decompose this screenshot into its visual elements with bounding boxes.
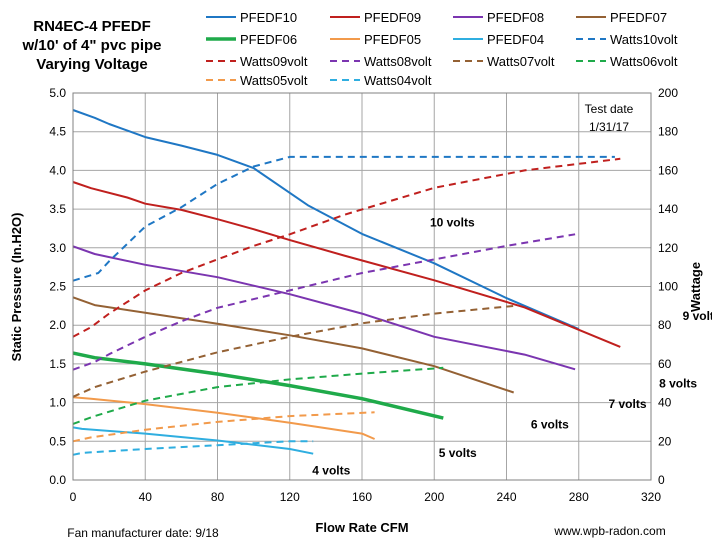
legend-label-watts07volt: Watts07volt [487, 54, 555, 69]
legend-label-pfedf07: PFEDF07 [610, 10, 667, 25]
voltage-annotation: 4 volts [312, 464, 350, 478]
x-tick-label: 40 [139, 490, 153, 504]
voltage-annotation: 9 volts [683, 309, 712, 323]
test-date-label: Test date [585, 102, 634, 116]
series-line-watts06volt [72, 366, 444, 425]
axes [72, 92, 652, 481]
legend-label-watts09volt: Watts09volt [240, 54, 308, 69]
series-line-watts10volt [72, 155, 615, 282]
series-line-pfedf09 [72, 181, 621, 348]
y2-tick-label: 40 [658, 396, 672, 410]
tick-labels: 0.0 0.5 1.0 1.5 2.0 2.5 3.0 3.5 4.0 4.5 5.0 0 20 40 60… [49, 86, 678, 504]
y2-tick-label: 160 [658, 163, 678, 177]
voltage-annotation: 7 volts [609, 397, 647, 411]
y-tick-label: 3.0 [49, 241, 66, 255]
y-tick-label: 0.5 [49, 434, 66, 448]
x-axis-label: Flow Rate CFM [315, 520, 408, 535]
legend-label-watts08volt: Watts08volt [364, 54, 432, 69]
y-tick-label: 2.0 [49, 318, 66, 332]
legend-label-watts06volt: Watts06volt [610, 54, 678, 69]
x-tick-label: 80 [211, 490, 225, 504]
plot-frame [72, 92, 652, 481]
y-tick-label: 4.0 [49, 163, 66, 177]
series-line-pfedf06 [72, 351, 444, 420]
series-line-pfedf08 [72, 245, 576, 371]
test-date-value: 1/31/17 [589, 120, 629, 134]
series-layer [72, 109, 621, 456]
annotations: 10 volts 9 volts 8 volts 7 volts 6 volts 5 vo… [312, 215, 712, 477]
series-line-watts08volt [72, 233, 576, 371]
x-tick-label: 320 [641, 490, 661, 504]
y2-tick-label: 60 [658, 357, 672, 371]
y-tick-label: 5.0 [49, 86, 66, 100]
x-tick-label: 280 [569, 490, 589, 504]
legend-label-pfedf06: PFEDF06 [240, 32, 297, 47]
y2-tick-label: 20 [658, 434, 672, 448]
legend-label-pfedf10: PFEDF10 [240, 10, 297, 25]
series-line-pfedf05 [72, 396, 375, 440]
manufacturer-date: Fan manufacturer date: 9/18 [67, 526, 219, 540]
series-line-watts05volt [72, 411, 375, 443]
legend-label-pfedf05: PFEDF05 [364, 32, 421, 47]
series-line-pfedf07 [72, 296, 515, 394]
y-tick-label: 4.5 [49, 125, 66, 139]
x-tick-label: 0 [70, 490, 77, 504]
y2-tick-label: 140 [658, 202, 678, 216]
legend-label-watts10volt: Watts10volt [610, 32, 678, 47]
legend-label-watts04volt: Watts04volt [364, 73, 432, 88]
y2-tick-label: 0 [658, 473, 665, 487]
y-tick-label: 1.5 [49, 357, 66, 371]
voltage-annotation: 5 volts [439, 446, 477, 460]
y2-tick-label: 180 [658, 125, 678, 139]
y-tick-label: 1.0 [49, 396, 66, 410]
legend-label-pfedf08: PFEDF08 [487, 10, 544, 25]
y2-tick-label: 100 [658, 280, 678, 294]
x-tick-label: 240 [496, 490, 516, 504]
voltage-annotation: 8 volts [659, 376, 697, 390]
y-tick-label: 2.5 [49, 280, 66, 294]
y-axis-label: Static Pressure (In.H2O) [9, 213, 24, 362]
legend-label-pfedf09: PFEDF09 [364, 10, 421, 25]
y2-axis-label: Wattage [688, 262, 703, 312]
series-line-pfedf10 [72, 109, 580, 331]
series-line-watts04volt [72, 440, 314, 456]
y-tick-label: 0.0 [49, 473, 66, 487]
legend: PFEDF10 PFEDF09 PFEDF08 PFEDF07 PFEDF06 PFEDF… [206, 10, 678, 88]
legend-label-watts05volt: Watts05volt [240, 73, 308, 88]
x-tick-label: 120 [280, 490, 300, 504]
website: www.wpb-radon.com [553, 524, 665, 538]
chart-title-line-3: Varying Voltage [36, 56, 147, 73]
y-tick-label: 3.5 [49, 202, 66, 216]
series-line-watts09volt [72, 157, 621, 338]
series-line-watts07volt [72, 304, 514, 398]
legend-label-pfedf04: PFEDF04 [487, 32, 544, 47]
voltage-annotation: 6 volts [531, 417, 569, 431]
voltage-annotation: 10 volts [430, 215, 475, 229]
chart-title-line-1: RN4EC-4 PFEDF [33, 18, 151, 35]
x-tick-label: 160 [352, 490, 372, 504]
x-tick-label: 200 [424, 490, 444, 504]
y2-tick-label: 200 [658, 86, 678, 100]
y2-tick-label: 120 [658, 241, 678, 255]
y2-tick-label: 80 [658, 318, 672, 332]
series-line-pfedf04 [72, 426, 314, 455]
chart-title-line-2: w/10' of 4" pvc pipe [21, 37, 161, 54]
